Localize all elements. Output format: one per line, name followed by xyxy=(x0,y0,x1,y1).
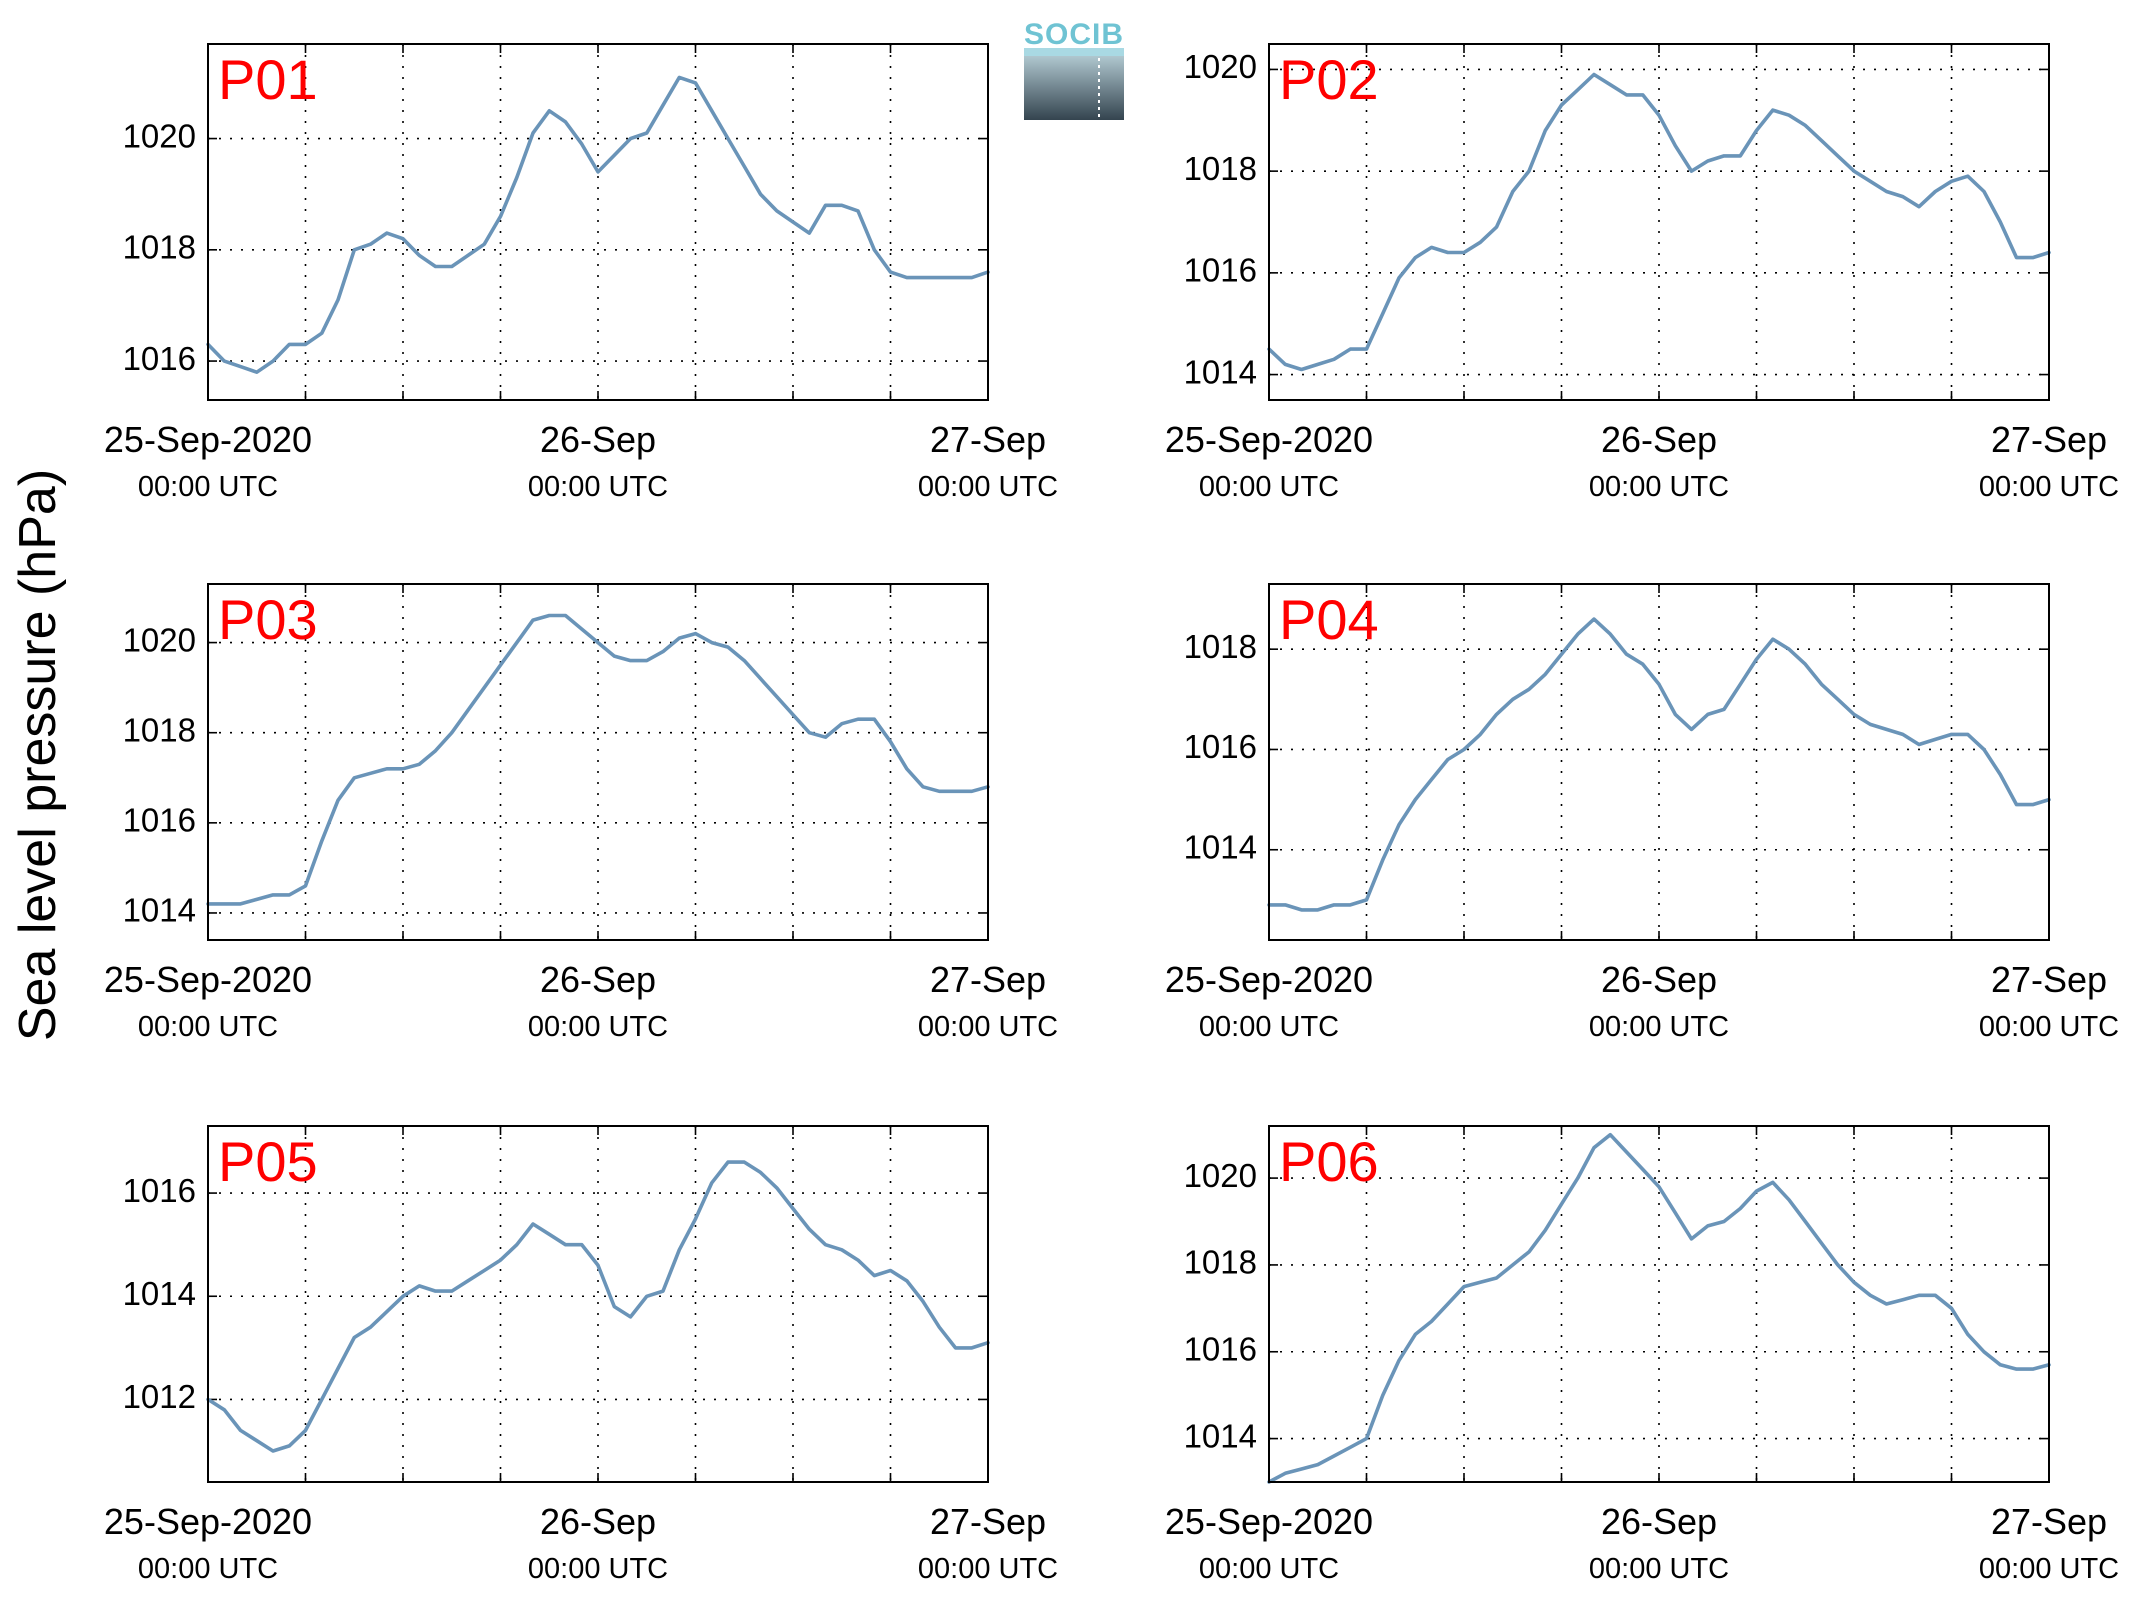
x-tick-label-date: 26-Sep xyxy=(540,1501,656,1542)
series-line-p01 xyxy=(206,75,990,375)
y-tick-label: 1016 xyxy=(123,1172,196,1209)
y-tick-label: 1018 xyxy=(123,711,196,748)
y-tick-label: 1014 xyxy=(1184,1417,1257,1454)
y-tick-label: 1014 xyxy=(123,892,196,929)
x-tick-label-date: 25-Sep-2020 xyxy=(104,1501,312,1542)
panel-label: P02 xyxy=(1279,48,1379,111)
y-tick-label: 1014 xyxy=(123,1275,196,1312)
series-line-p04 xyxy=(1267,617,2051,912)
panel-p05: 1012 1014 1016 25-Sep-2020 00:00 UTC 26-Sep 00… xyxy=(104,1125,1058,1585)
x-tick-label-time: 00:00 UTC xyxy=(1199,1553,1339,1585)
x-tick-label-time: 00:00 UTC xyxy=(1589,471,1729,503)
x-tick-label-time: 00:00 UTC xyxy=(918,471,1058,503)
y-tick-label: 1016 xyxy=(123,802,196,839)
y-axis-label: Sea level pressure (hPa) xyxy=(9,469,67,1041)
plot-frame xyxy=(207,43,989,401)
x-tick-label-time: 00:00 UTC xyxy=(1979,471,2119,503)
y-tick-label: 1018 xyxy=(123,229,196,266)
x-tick-label-date: 25-Sep-2020 xyxy=(104,419,312,460)
plot-frame xyxy=(1268,1125,2050,1483)
y-tick-label: 1018 xyxy=(1184,150,1257,187)
x-tick-label-date: 27-Sep xyxy=(930,419,1046,460)
x-tick-label-time: 00:00 UTC xyxy=(528,471,668,503)
plot-frame xyxy=(207,1125,989,1483)
plot-frame xyxy=(1268,43,2050,401)
x-tick-label-time: 00:00 UTC xyxy=(138,1553,278,1585)
x-tick-label-time: 00:00 UTC xyxy=(1199,471,1339,503)
y-tick-label: 1016 xyxy=(1184,1330,1257,1367)
x-tick-label-date: 26-Sep xyxy=(1601,1501,1717,1542)
x-tick-label-time: 00:00 UTC xyxy=(528,1553,668,1585)
x-tick-label-time: 00:00 UTC xyxy=(138,471,278,503)
series-line-p02 xyxy=(1267,72,2051,372)
x-tick-label-time: 00:00 UTC xyxy=(1589,1553,1729,1585)
panel-label: P01 xyxy=(218,48,318,111)
y-tick-label: 1016 xyxy=(1184,728,1257,765)
panel-p06: 1014 1016 1018 1020 25-Sep-2020 00:00 UTC 26-S… xyxy=(1165,1125,2119,1585)
y-tick-label: 1016 xyxy=(1184,252,1257,289)
x-tick-label-date: 27-Sep xyxy=(1991,419,2107,460)
x-tick-label-date: 26-Sep xyxy=(540,959,656,1000)
y-tick-label: 1012 xyxy=(123,1378,196,1415)
y-tick-label: 1016 xyxy=(123,340,196,377)
series-line-p03 xyxy=(206,613,990,906)
panel-p01: 1016 1018 1020 25-Sep-2020 00:00 UTC 26-Sep 00… xyxy=(104,43,1058,503)
y-tick-label: 1020 xyxy=(1184,1157,1257,1194)
panel-label: P05 xyxy=(218,1130,318,1193)
x-tick-label-date: 26-Sep xyxy=(1601,959,1717,1000)
series-line-p05 xyxy=(206,1160,990,1453)
series-line-p06 xyxy=(1267,1132,2051,1484)
y-tick-label: 1014 xyxy=(1184,828,1257,865)
panel-p04: 1014 1016 1018 25-Sep-2020 00:00 UTC 26-Sep 00… xyxy=(1165,583,2119,1043)
x-tick-label-date: 25-Sep-2020 xyxy=(1165,1501,1373,1542)
socib-logo-text: SOCIB xyxy=(1024,18,1124,51)
panel-label: P06 xyxy=(1279,1130,1379,1193)
panel-p03: 1014 1016 1018 1020 25-Sep-2020 00:00 UTC 26-S… xyxy=(104,583,1058,1043)
x-tick-label-date: 27-Sep xyxy=(1991,1501,2107,1542)
panel-label: P04 xyxy=(1279,588,1379,651)
plot-frame xyxy=(207,583,989,941)
x-tick-label-date: 27-Sep xyxy=(930,959,1046,1000)
panel-label: P03 xyxy=(218,588,318,651)
plot-frame xyxy=(1268,583,2050,941)
socib-logo: SOCIB xyxy=(1024,18,1124,120)
x-tick-label-time: 00:00 UTC xyxy=(1589,1011,1729,1043)
y-tick-label: 1020 xyxy=(123,621,196,658)
panel-p02: 1014 1016 1018 1020 25-Sep-2020 00:00 UTC 26-S… xyxy=(1165,43,2119,503)
x-tick-label-time: 00:00 UTC xyxy=(918,1553,1058,1585)
y-tick-label: 1020 xyxy=(1184,48,1257,85)
x-tick-label-date: 27-Sep xyxy=(930,1501,1046,1542)
x-tick-label-date: 26-Sep xyxy=(540,419,656,460)
y-tick-label: 1018 xyxy=(1184,628,1257,665)
y-tick-label: 1014 xyxy=(1184,353,1257,390)
x-tick-label-time: 00:00 UTC xyxy=(1979,1011,2119,1043)
x-tick-label-date: 25-Sep-2020 xyxy=(104,959,312,1000)
x-tick-label-time: 00:00 UTC xyxy=(528,1011,668,1043)
x-tick-label-date: 26-Sep xyxy=(1601,419,1717,460)
x-tick-label-time: 00:00 UTC xyxy=(918,1011,1058,1043)
x-tick-label-date: 27-Sep xyxy=(1991,959,2107,1000)
x-tick-label-time: 00:00 UTC xyxy=(1979,1553,2119,1585)
y-tick-label: 1018 xyxy=(1184,1244,1257,1281)
x-tick-label-date: 25-Sep-2020 xyxy=(1165,959,1373,1000)
y-tick-label: 1020 xyxy=(123,117,196,154)
x-tick-label-time: 00:00 UTC xyxy=(1199,1011,1339,1043)
x-tick-label-date: 25-Sep-2020 xyxy=(1165,419,1373,460)
panel-grid: 1016 1018 1020 25-Sep-2020 00:00 UTC 26-Sep 00… xyxy=(104,43,2119,1585)
x-tick-label-time: 00:00 UTC xyxy=(138,1011,278,1043)
